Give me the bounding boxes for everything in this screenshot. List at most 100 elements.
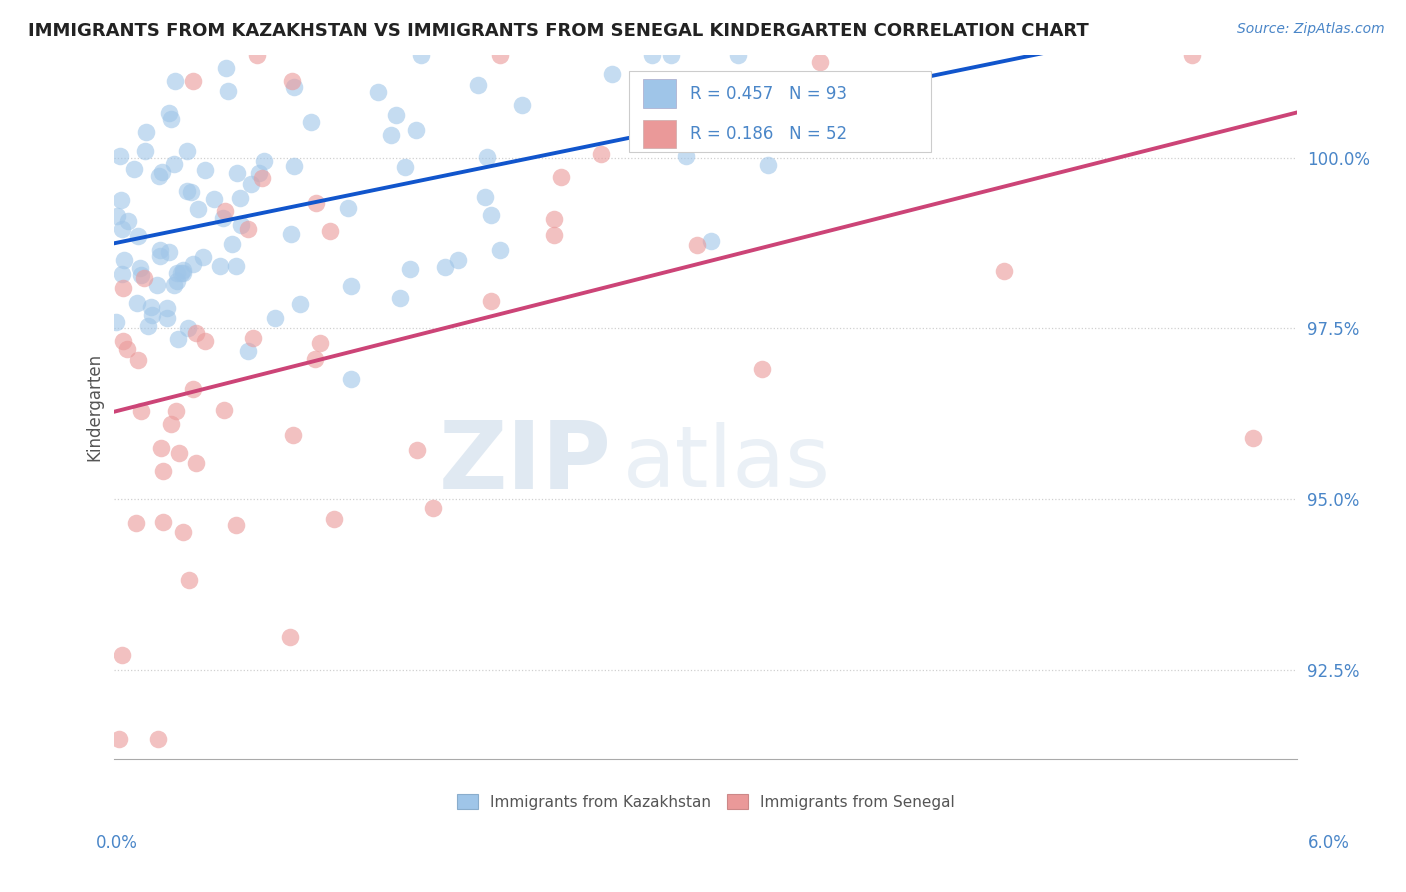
Point xyxy=(221,236,243,251)
Point xyxy=(212,211,235,225)
Point xyxy=(177,573,200,587)
Point xyxy=(433,260,456,275)
Point xyxy=(252,154,274,169)
Point xyxy=(149,249,172,263)
Point xyxy=(111,334,134,349)
FancyBboxPatch shape xyxy=(643,120,676,148)
Point xyxy=(136,318,159,333)
Point xyxy=(225,259,247,273)
Point xyxy=(176,144,198,158)
Legend: Immigrants from Kazakhstan, Immigrants from Senegal: Immigrants from Kazakhstan, Immigrants f… xyxy=(450,789,962,816)
Point xyxy=(225,517,247,532)
Point xyxy=(384,107,406,121)
Point xyxy=(340,372,363,386)
Point xyxy=(112,281,135,295)
Point xyxy=(160,417,183,432)
Point xyxy=(129,260,152,275)
Point xyxy=(240,177,263,191)
Point xyxy=(172,263,194,277)
Point xyxy=(422,501,444,516)
Point xyxy=(447,252,470,267)
Point xyxy=(479,208,502,222)
Point xyxy=(543,228,565,243)
Point xyxy=(283,159,305,173)
Point xyxy=(319,224,342,238)
FancyBboxPatch shape xyxy=(628,70,931,152)
Point xyxy=(756,158,779,172)
Point xyxy=(127,353,149,368)
Point xyxy=(1181,48,1204,62)
Point xyxy=(672,111,695,125)
Point xyxy=(229,219,252,233)
Text: Source: ZipAtlas.com: Source: ZipAtlas.com xyxy=(1237,22,1385,37)
Point xyxy=(172,267,194,281)
Point xyxy=(165,404,187,418)
Point xyxy=(129,268,152,282)
Point xyxy=(108,731,131,746)
Point xyxy=(299,115,322,129)
Point xyxy=(280,227,302,242)
Point xyxy=(405,123,427,137)
Point xyxy=(675,149,697,163)
Point xyxy=(127,228,149,243)
Point xyxy=(489,243,512,257)
Text: atlas: atlas xyxy=(623,422,831,505)
Point xyxy=(406,443,429,458)
Point xyxy=(146,277,169,292)
Text: 6.0%: 6.0% xyxy=(1308,834,1350,852)
Point xyxy=(152,464,174,478)
Point xyxy=(264,310,287,325)
Point xyxy=(236,344,259,359)
Point xyxy=(186,326,208,340)
Point xyxy=(146,731,169,746)
Text: R = 0.186   N = 52: R = 0.186 N = 52 xyxy=(690,125,848,143)
Point xyxy=(727,48,749,62)
Point xyxy=(389,291,412,305)
Point xyxy=(135,125,157,139)
Point xyxy=(308,335,330,350)
Text: 0.0%: 0.0% xyxy=(96,834,138,852)
Point xyxy=(186,456,208,470)
Point xyxy=(148,169,170,183)
Point xyxy=(181,74,204,88)
Point xyxy=(160,112,183,127)
Point xyxy=(659,48,682,62)
Point xyxy=(122,161,145,176)
Point xyxy=(150,165,173,179)
Point xyxy=(475,150,498,164)
Point xyxy=(238,222,260,236)
Point xyxy=(489,48,512,62)
Point xyxy=(394,160,416,174)
Text: ZIP: ZIP xyxy=(439,417,612,509)
Point xyxy=(305,196,328,211)
Point xyxy=(149,243,172,257)
Text: IMMIGRANTS FROM KAZAKHSTAN VS IMMIGRANTS FROM SENEGAL KINDERGARTEN CORRELATION C: IMMIGRANTS FROM KAZAKHSTAN VS IMMIGRANTS… xyxy=(28,22,1088,40)
Point xyxy=(278,630,301,644)
Y-axis label: Kindergarten: Kindergarten xyxy=(86,353,103,461)
Point xyxy=(157,105,180,120)
Point xyxy=(399,262,422,277)
Point xyxy=(699,234,721,248)
Point xyxy=(187,202,209,216)
Point xyxy=(283,80,305,95)
Point xyxy=(108,148,131,162)
Point xyxy=(212,402,235,417)
Point xyxy=(172,524,194,539)
Point xyxy=(194,334,217,348)
Point xyxy=(141,308,163,322)
Point xyxy=(132,271,155,285)
Point xyxy=(290,297,312,311)
Point xyxy=(340,279,363,293)
Point xyxy=(550,169,572,184)
Point xyxy=(163,278,186,293)
Point xyxy=(411,48,433,62)
Point xyxy=(336,201,359,215)
Point xyxy=(166,266,188,280)
Point xyxy=(380,128,402,142)
Point xyxy=(156,301,179,315)
Point xyxy=(281,428,304,442)
Point xyxy=(117,214,139,228)
Point xyxy=(110,193,132,207)
Point xyxy=(214,204,236,219)
Point xyxy=(152,515,174,529)
